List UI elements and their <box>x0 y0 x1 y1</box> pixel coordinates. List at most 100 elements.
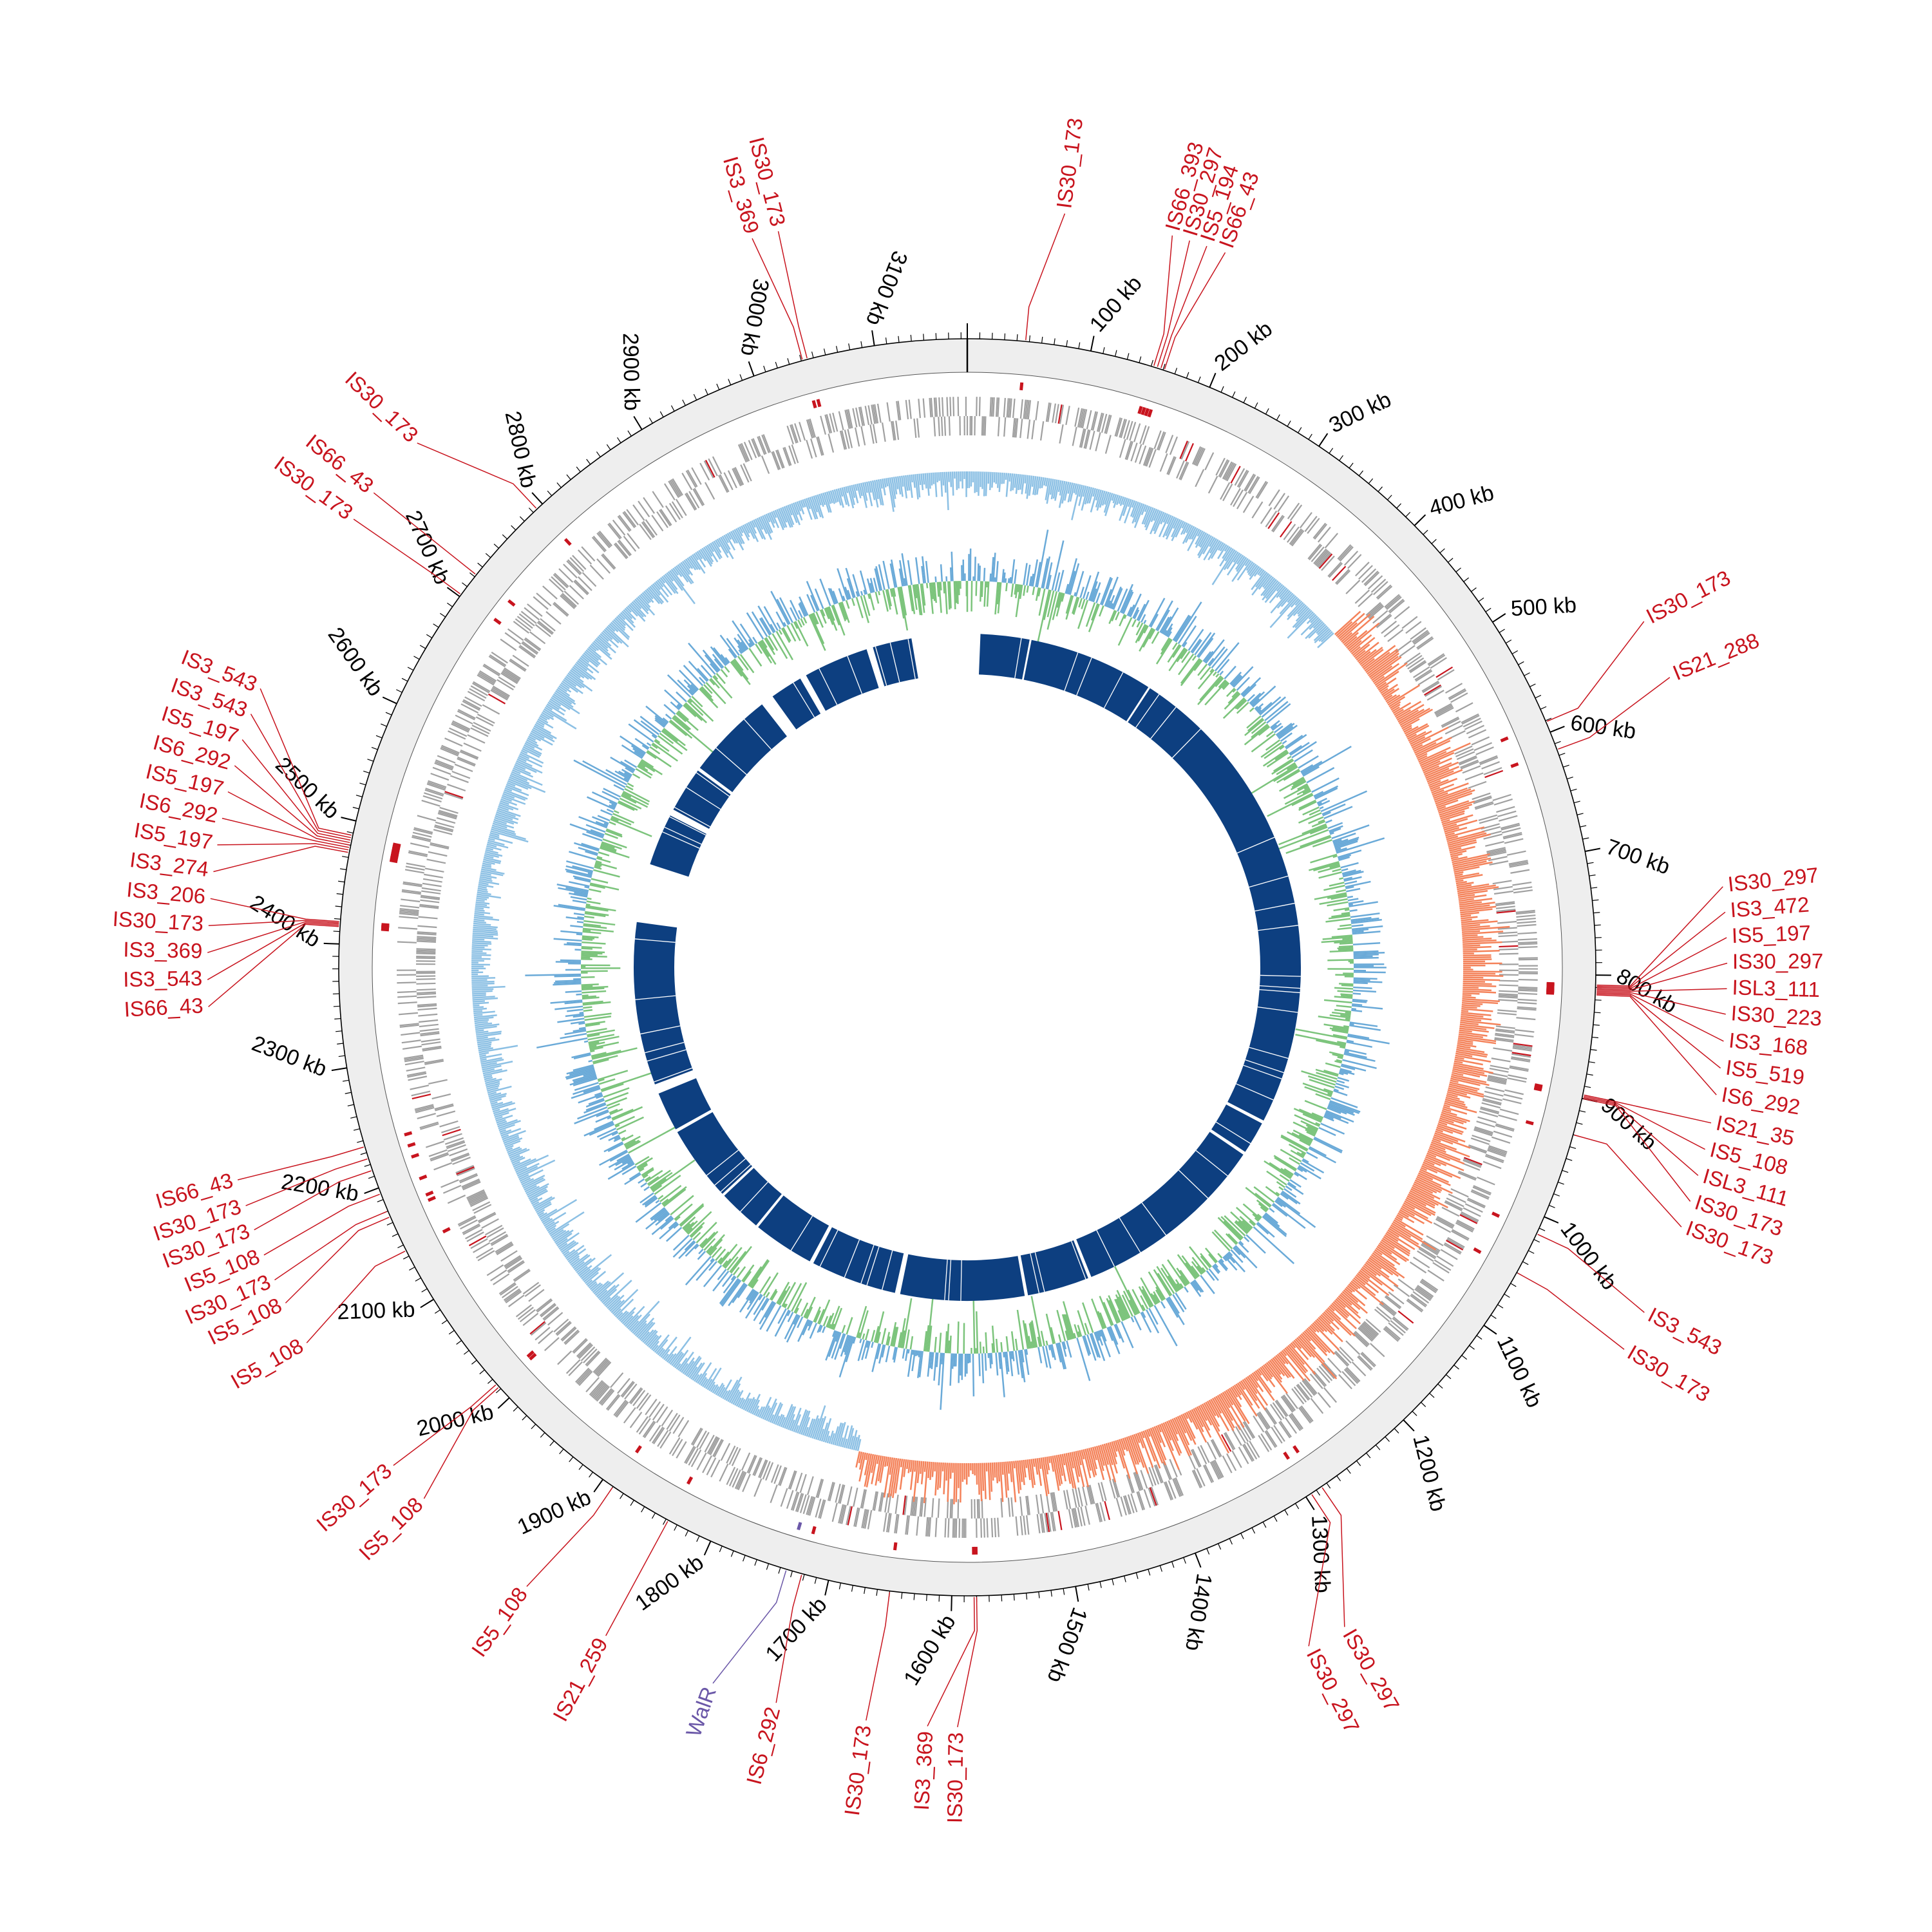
cds-mark <box>1298 1407 1311 1424</box>
gc-content-bar <box>737 639 746 652</box>
cds-mark <box>1417 1250 1434 1262</box>
scale-tick <box>1336 1475 1341 1482</box>
cds-mark <box>623 535 637 552</box>
gc-content-bar <box>885 1345 891 1363</box>
gc-skew-bar <box>722 1390 728 1399</box>
cds-mark <box>457 1168 475 1177</box>
cds-mark <box>421 1038 440 1043</box>
gc-content-bar <box>728 649 737 659</box>
cds-mark <box>1388 1291 1405 1305</box>
gc-skew-bar <box>1019 1460 1023 1482</box>
cds-mark <box>1362 1321 1378 1336</box>
gc-content-bar <box>748 1259 769 1287</box>
gc-content-bar <box>678 1241 696 1259</box>
gc-content-bar <box>1164 623 1173 636</box>
scale-tick <box>1584 1086 1591 1088</box>
gc-skew-bar <box>480 872 491 876</box>
cds-mark <box>883 1512 887 1532</box>
gc-skew-bar <box>561 1241 577 1253</box>
gc-content-bar <box>1332 1034 1348 1039</box>
cds-mark <box>816 437 823 456</box>
gc-content-bar <box>1209 668 1214 673</box>
cds-mark <box>665 505 677 523</box>
gc-skew-bar <box>1428 1148 1465 1165</box>
gc-skew-bar <box>1423 765 1440 774</box>
cds-mark <box>1451 1230 1469 1241</box>
cds-mark <box>406 1066 426 1072</box>
gc-skew-bar <box>1213 1397 1235 1432</box>
scale-tick <box>1577 813 1584 815</box>
gc-content-bar <box>1329 1051 1344 1057</box>
gc-content-bar <box>944 1331 948 1354</box>
gc-skew-bar <box>1092 488 1097 497</box>
cds-mark <box>1249 477 1260 495</box>
cds-mark <box>406 1071 426 1077</box>
gc-skew-bar <box>1348 1283 1367 1300</box>
gc-content-bar <box>1133 1315 1142 1331</box>
scale-tick <box>1490 1314 1497 1320</box>
gc-skew-bar <box>1025 1459 1028 1468</box>
gc-content-bar <box>790 600 800 620</box>
gc-content-bar <box>1290 1150 1304 1159</box>
gc-skew-bar <box>489 1095 506 1101</box>
gc-content-bar <box>605 769 629 783</box>
cds-mark <box>1291 1388 1305 1405</box>
cds-mark <box>455 1164 474 1174</box>
gc-content-bar <box>1344 1050 1349 1053</box>
gc-content-bar <box>1271 724 1278 730</box>
gc-content-bar <box>1181 1255 1199 1278</box>
scale-tick <box>350 1116 357 1119</box>
gc-skew-bar <box>1272 1357 1289 1379</box>
gc-content-bar <box>1260 1206 1267 1213</box>
gc-content-bar <box>645 1170 663 1182</box>
gc-skew-bar <box>1343 632 1359 646</box>
gc-content-bar <box>641 1167 654 1177</box>
gc-skew-bar <box>1247 562 1255 573</box>
cds-mark <box>751 439 760 457</box>
gc-skew-bar <box>1232 1385 1242 1401</box>
gc-skew-bar <box>1034 476 1039 496</box>
cds-mark <box>1484 1155 1504 1164</box>
gc-skew-bar <box>475 903 488 907</box>
gc-content-bar <box>1333 838 1349 846</box>
gc-skew-bar <box>474 1016 494 1021</box>
gc-skew-bar <box>1409 1189 1439 1206</box>
cds-mark <box>1434 1259 1452 1271</box>
cds-mark <box>1455 1220 1474 1231</box>
gc-content-bar <box>573 1074 597 1083</box>
scale-tick <box>1308 433 1312 440</box>
gc-content-bar <box>1213 1264 1221 1273</box>
gc-skew-bar <box>1165 516 1176 536</box>
cds-mark <box>415 1105 434 1112</box>
cds-mark <box>398 927 418 930</box>
gc-skew-bar <box>682 1357 695 1374</box>
gc-skew-bar <box>596 1272 625 1298</box>
gc-content-bar <box>1009 1351 1014 1377</box>
gc-skew-bar <box>471 985 488 987</box>
gc-skew-bar <box>1453 1064 1493 1074</box>
gc-skew-bar <box>1402 724 1412 732</box>
gc-skew-bar <box>1137 1432 1144 1448</box>
gc-content-bar <box>1136 603 1146 621</box>
gc-content-bar <box>1294 1171 1307 1180</box>
gc-content-bar <box>1222 682 1230 690</box>
scale-tick <box>787 358 790 365</box>
scale-tick <box>876 1589 878 1596</box>
gc-skew-bar <box>524 743 535 749</box>
cds-mark <box>858 406 864 426</box>
gc-content-bar <box>1247 694 1255 702</box>
gc-content-bar <box>723 1258 732 1268</box>
cds-mark <box>927 1517 930 1537</box>
gc-skew-bar <box>1196 1406 1211 1431</box>
gc-content-bar <box>1273 1202 1306 1229</box>
gc-content-bar <box>651 1216 674 1235</box>
gc-content-bar <box>1342 871 1364 878</box>
cds-mark <box>522 641 539 654</box>
gc-skew-bar <box>1117 1439 1131 1479</box>
cds-mark <box>1137 1491 1146 1510</box>
cds-mark <box>1365 1318 1381 1333</box>
gc-skew-bar <box>806 1418 814 1437</box>
scale-tick <box>464 1350 469 1355</box>
scale-tick <box>617 437 621 443</box>
gc-content-bar <box>759 641 770 658</box>
